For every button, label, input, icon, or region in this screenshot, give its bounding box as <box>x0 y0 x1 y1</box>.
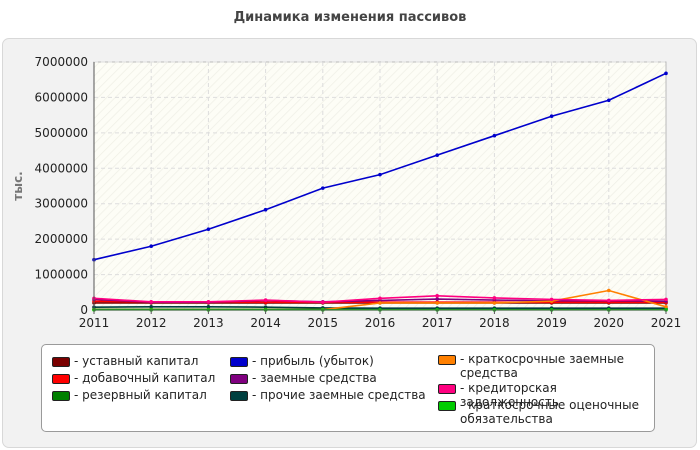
series-3 <box>92 71 668 262</box>
data-point <box>206 305 211 309</box>
x-tick-label: 2015 <box>308 316 339 330</box>
legend-label: - краткосрочные заемные средства <box>460 352 624 380</box>
legend-label: - краткосрочные оценочные обязательства <box>460 398 639 426</box>
legend-swatch <box>52 357 70 367</box>
legend-swatch <box>438 355 456 365</box>
legend-item: - добавочный капитал <box>52 371 227 385</box>
legend-item: - прочие заемные средства <box>230 388 435 402</box>
chart-legend: - уставный капитал - добавочный капитал - … <box>41 344 655 432</box>
legend-label: - добавочный капитал <box>74 371 216 385</box>
x-tick-label: 2017 <box>422 316 453 330</box>
data-point <box>607 288 611 293</box>
legend-label: - кредиторская задолженность <box>460 381 559 409</box>
legend-swatch <box>438 384 456 394</box>
data-point <box>492 133 497 138</box>
y-tick-label: 6000000 <box>35 90 88 104</box>
y-tick-label: 1000000 <box>35 268 88 282</box>
legend-item: - краткосрочные заемные средства <box>438 352 650 380</box>
data-point <box>435 297 440 301</box>
x-tick-label: 2013 <box>193 316 224 330</box>
x-tick-label: 2020 <box>594 316 625 330</box>
data-point <box>607 98 611 103</box>
data-point <box>149 300 153 304</box>
legend-swatch <box>438 401 456 411</box>
legend-item: - уставный капитал <box>52 354 227 368</box>
data-point <box>206 300 211 304</box>
legend-swatch <box>52 391 70 401</box>
legend-label: - заемные средства <box>252 371 377 385</box>
y-tick-label: 7000000 <box>35 55 88 69</box>
data-point <box>321 186 325 190</box>
data-point <box>549 297 554 302</box>
legend-label: - прибыль (убыток) <box>252 354 374 368</box>
x-tick-label: 2018 <box>479 316 510 330</box>
legend-swatch <box>230 374 248 384</box>
data-point <box>435 301 440 305</box>
data-point <box>664 297 668 302</box>
x-tick-label: 2012 <box>136 316 167 330</box>
data-point <box>492 301 497 305</box>
x-tick-label: 2021 <box>651 316 682 330</box>
legend-item: - прибыль (убыток) <box>230 354 435 368</box>
legend-swatch <box>52 374 70 384</box>
data-point <box>435 294 440 298</box>
legend-item: - краткосрочные оценочные обязательства <box>438 398 650 426</box>
legend-item: - резервный капитал <box>52 388 227 402</box>
data-point <box>664 71 668 76</box>
y-axis-label: тыс. <box>11 171 25 200</box>
chart-title: Динамика изменения пассивов <box>233 10 467 25</box>
data-point <box>149 244 153 249</box>
y-tick-label: 5000000 <box>35 126 88 140</box>
data-point <box>435 153 440 157</box>
y-tick-label: 2000000 <box>35 232 88 246</box>
y-tick-label: 3000000 <box>35 197 88 211</box>
x-tick-label: 2019 <box>536 316 567 330</box>
data-point <box>263 305 268 309</box>
data-point <box>378 296 382 301</box>
data-point <box>492 296 497 300</box>
legend-swatch <box>230 357 248 367</box>
data-point <box>263 207 268 212</box>
data-point <box>149 305 153 309</box>
data-point <box>263 298 268 302</box>
data-point <box>378 301 382 305</box>
x-tick-label: 2011 <box>79 316 110 330</box>
data-point <box>607 298 611 303</box>
series-7 <box>92 294 668 305</box>
legend-label: - прочие заемные средства <box>252 388 426 402</box>
legend-item: - заемные средства <box>230 371 435 385</box>
legend-item: - кредиторская задолженность <box>438 381 650 409</box>
y-tick-label: 0 <box>80 303 88 317</box>
x-tick-label: 2016 <box>365 316 396 330</box>
data-point <box>321 300 325 305</box>
y-tick-label: 4000000 <box>35 161 88 175</box>
x-tick-label: 2014 <box>250 316 281 330</box>
legend-label: - резервный капитал <box>74 388 207 402</box>
data-point <box>664 305 668 309</box>
legend-swatch <box>230 391 248 401</box>
data-point <box>549 114 554 119</box>
legend-label: - уставный капитал <box>74 354 199 368</box>
data-point <box>206 227 211 232</box>
data-point <box>378 172 382 177</box>
